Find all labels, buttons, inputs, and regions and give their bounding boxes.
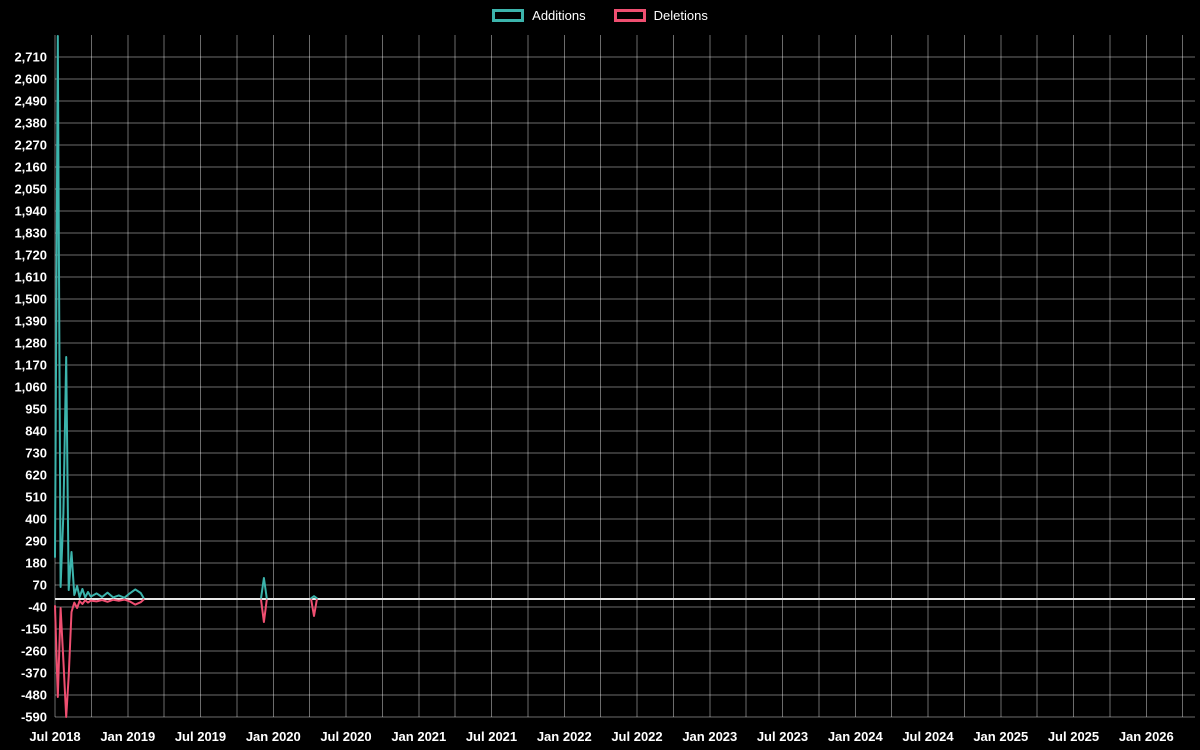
y-axis-label: 2,600 <box>14 72 47 87</box>
x-axis-label: Jul 2020 <box>320 729 371 744</box>
y-axis-label: 400 <box>25 512 47 527</box>
x-axis-label: Jul 2022 <box>611 729 662 744</box>
series-additions-line <box>310 595 318 600</box>
x-axis-label: Jul 2025 <box>1048 729 1099 744</box>
x-axis-label: Jan 2025 <box>973 729 1028 744</box>
y-axis-label: 180 <box>25 556 47 571</box>
y-axis-label: -260 <box>21 644 47 659</box>
x-axis-label: Jan 2019 <box>100 729 155 744</box>
y-axis-label: 2,490 <box>14 94 47 109</box>
legend-label-deletions: Deletions <box>653 8 708 23</box>
y-axis-label: 70 <box>33 578 47 593</box>
series-deletions-line <box>54 598 145 718</box>
y-axis-label: 2,380 <box>14 116 47 131</box>
y-axis-label: 620 <box>25 468 47 483</box>
y-axis-label: 1,280 <box>14 336 47 351</box>
series-deletions-line <box>310 598 318 617</box>
series-deletions-line <box>260 599 268 623</box>
x-axis-label: Jul 2024 <box>902 729 954 744</box>
series-additions-line <box>260 577 268 599</box>
x-axis-label: Jul 2021 <box>466 729 517 744</box>
y-axis-label: 510 <box>25 490 47 505</box>
x-axis-label: Jul 2023 <box>757 729 808 744</box>
y-axis-label: 1,940 <box>14 204 47 219</box>
legend-label-additions: Additions <box>532 8 586 23</box>
y-axis-label: 2,050 <box>14 182 47 197</box>
x-axis-label: Jan 2022 <box>537 729 592 744</box>
y-axis-label: 1,390 <box>14 314 47 329</box>
x-axis-label: Jan 2021 <box>391 729 446 744</box>
y-axis-label: 1,830 <box>14 226 47 241</box>
y-axis-label: 730 <box>25 446 47 461</box>
y-axis-label: -590 <box>21 710 47 725</box>
y-axis-label: -40 <box>28 600 47 615</box>
y-axis-label: -480 <box>21 688 47 703</box>
legend-item-deletions[interactable]: Deletions <box>613 8 708 23</box>
y-axis-label: 1,610 <box>14 270 47 285</box>
x-axis-label: Jul 2018 <box>29 729 80 744</box>
x-axis-label: Jul 2019 <box>175 729 226 744</box>
additions-swatch-icon <box>492 9 525 22</box>
y-axis-label: 1,720 <box>14 248 47 263</box>
chart-legend: Additions Deletions <box>0 8 1200 23</box>
y-axis-label: 1,500 <box>14 292 47 307</box>
y-axis-label: 840 <box>25 424 47 439</box>
y-axis-label: 2,270 <box>14 138 47 153</box>
y-axis-label: 1,060 <box>14 380 47 395</box>
legend-item-additions[interactable]: Additions <box>492 8 586 23</box>
y-axis-label: 290 <box>25 534 47 549</box>
x-axis-label: Jan 2026 <box>1119 729 1174 744</box>
y-axis-label: 2,160 <box>14 160 47 175</box>
x-axis-label: Jan 2020 <box>246 729 301 744</box>
x-axis-label: Jan 2024 <box>828 729 884 744</box>
y-axis-label: 950 <box>25 402 47 417</box>
y-axis-label: 1,170 <box>14 358 47 373</box>
y-axis-label: -370 <box>21 666 47 681</box>
x-axis-label: Jan 2023 <box>682 729 737 744</box>
series-additions-line <box>54 35 145 599</box>
y-axis-label: -150 <box>21 622 47 637</box>
y-axis-label: 2,710 <box>14 50 47 65</box>
deletions-swatch-icon <box>613 9 646 22</box>
